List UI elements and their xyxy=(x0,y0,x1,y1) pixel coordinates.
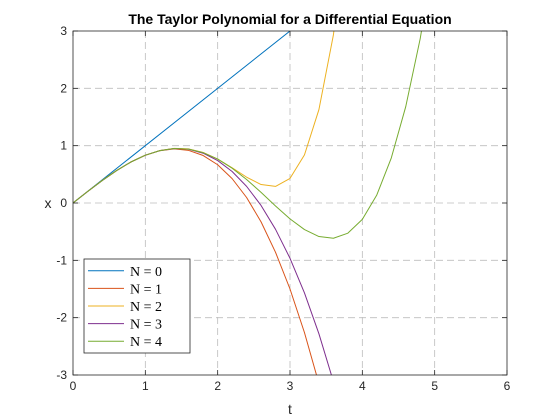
y-tick-label: -3 xyxy=(56,368,67,382)
tick-labels: 0 1 2 3 4 5 6 -3 -2 -1 0 1 2 3 xyxy=(56,24,510,393)
legend-label: N = 1 xyxy=(130,282,162,297)
y-tick-label: -2 xyxy=(56,311,67,325)
series-group xyxy=(73,31,422,375)
x-tick-label: 4 xyxy=(359,379,366,393)
x-tick-label: 2 xyxy=(214,379,221,393)
series-line-n4 xyxy=(73,31,422,239)
y-tick-label: -1 xyxy=(56,253,67,267)
legend-label: N = 2 xyxy=(130,300,162,315)
y-tick-label: 0 xyxy=(60,196,67,210)
x-tick-label: 1 xyxy=(142,379,149,393)
legend-label: N = 3 xyxy=(130,318,162,333)
x-tick-label: 5 xyxy=(431,379,438,393)
y-axis-label: x xyxy=(45,195,52,211)
y-tick-label: 3 xyxy=(60,24,67,38)
y-tick-label: 1 xyxy=(60,139,67,153)
x-axis-label: t xyxy=(288,401,292,417)
x-tick-label: 3 xyxy=(287,379,294,393)
series-line-n0 xyxy=(73,31,291,204)
legend: N = 0 N = 1 N = 2 N = 3 N = 4 xyxy=(83,258,191,354)
x-tick-label: 0 xyxy=(70,379,77,393)
legend-label: N = 0 xyxy=(130,265,162,280)
x-tick-label: 6 xyxy=(504,379,511,393)
legend-label: N = 4 xyxy=(130,335,162,350)
ticks xyxy=(72,30,508,376)
chart-title: The Taylor Polynomial for a Differential… xyxy=(128,11,451,27)
y-tick-label: 2 xyxy=(60,81,67,95)
